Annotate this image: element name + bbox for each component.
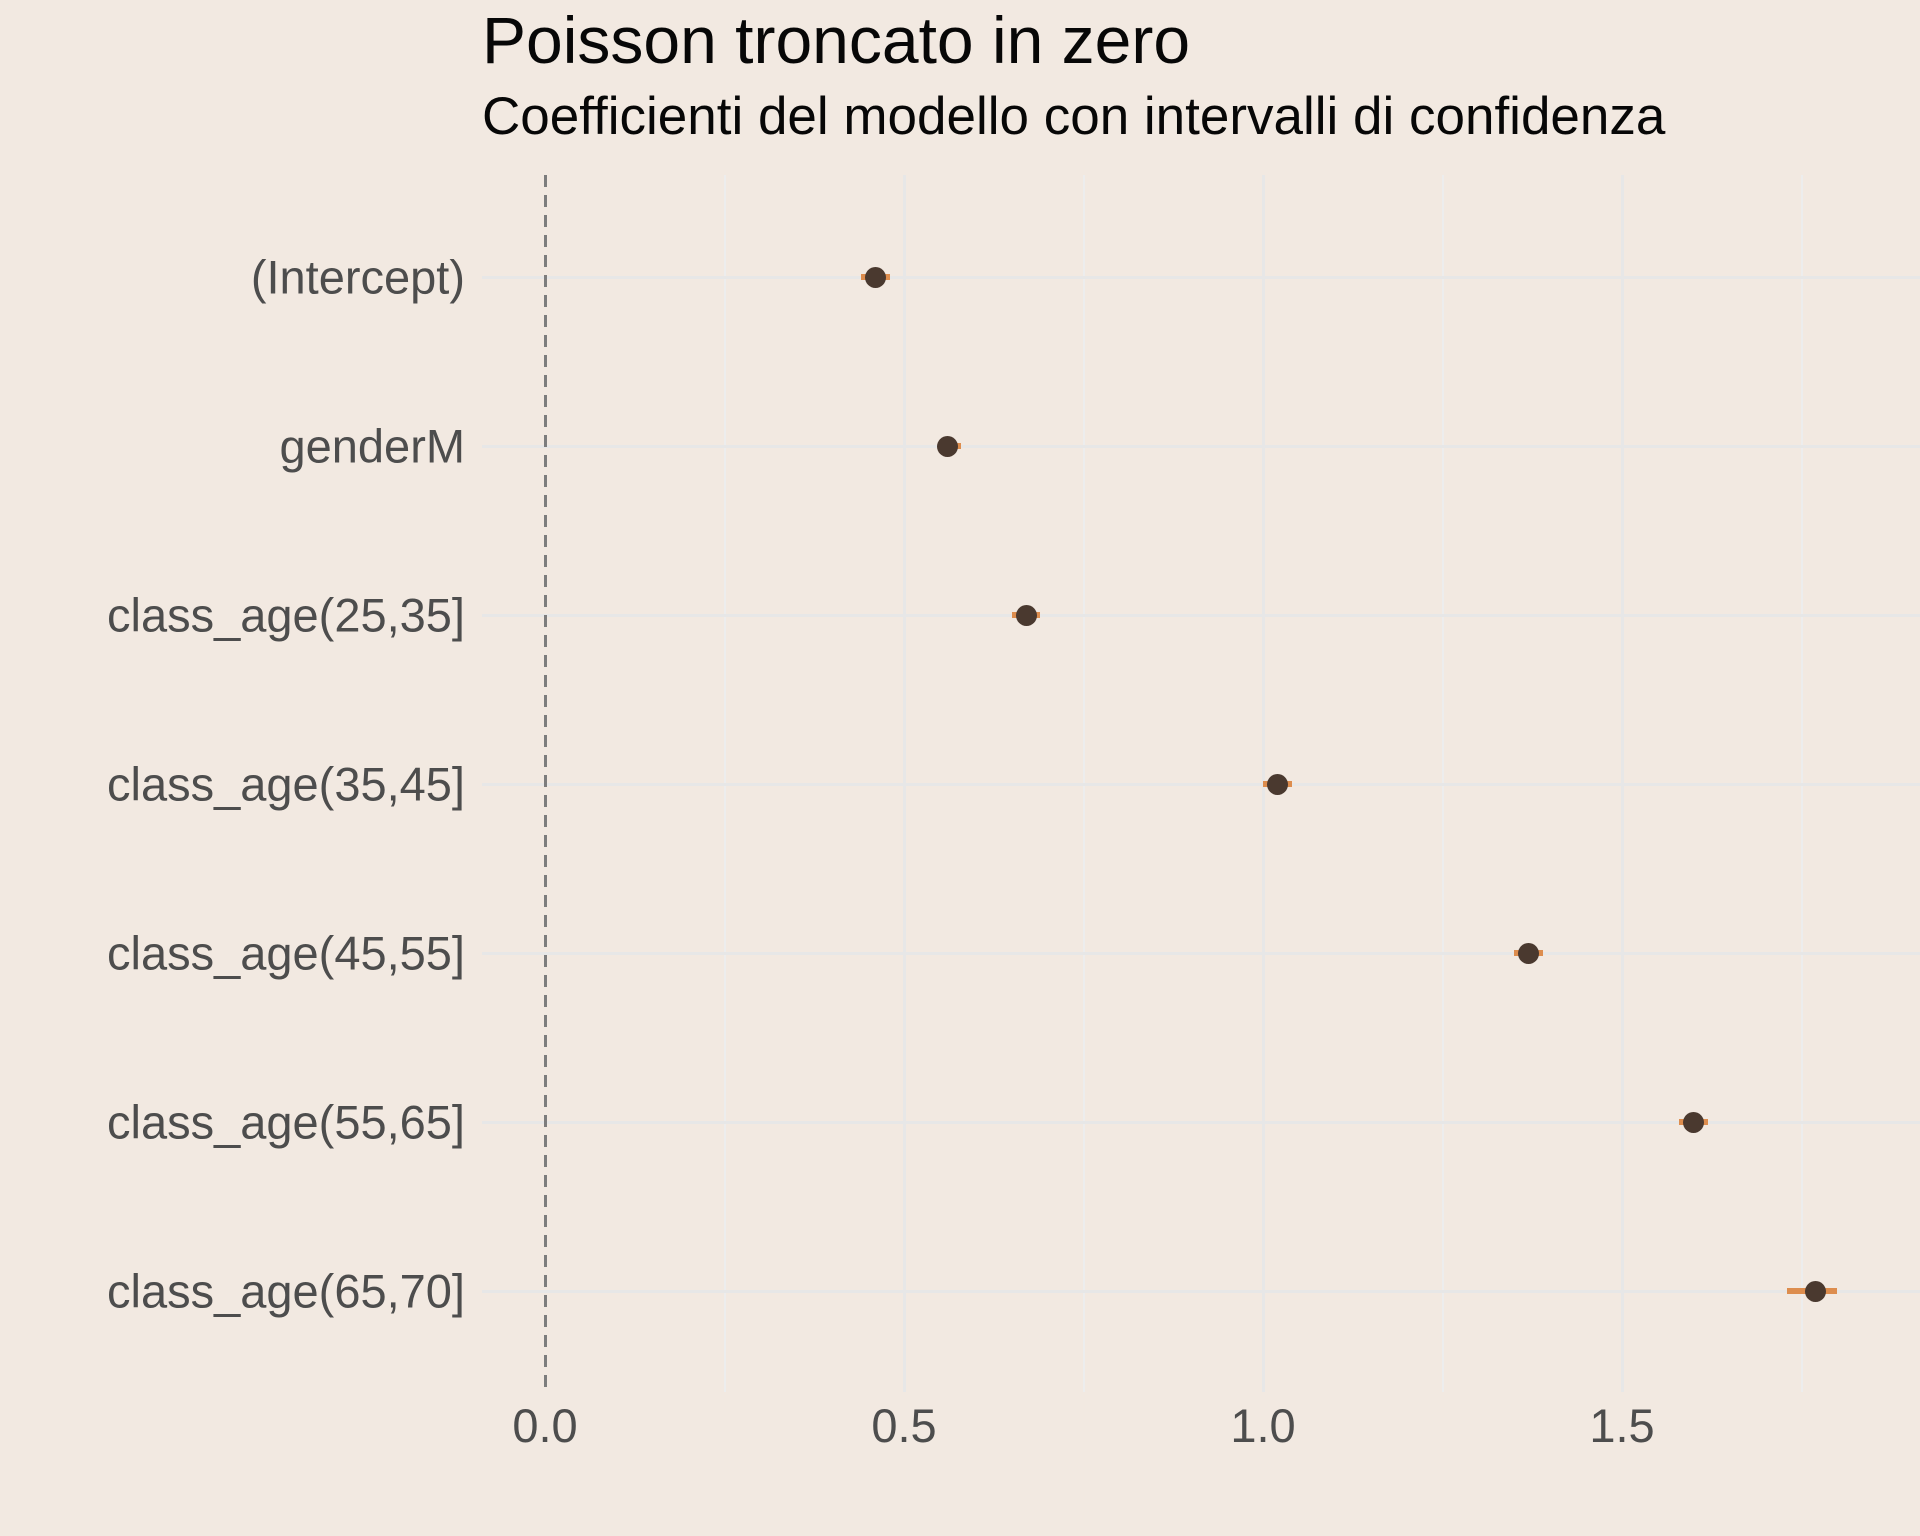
x-tick-label: 1.0 bbox=[1230, 1399, 1296, 1452]
x-tick-label: 0.5 bbox=[871, 1399, 937, 1452]
gridline-horizontal-major bbox=[482, 783, 1920, 786]
gridline-horizontal-major bbox=[482, 952, 1920, 955]
coefficient-point bbox=[1015, 604, 1037, 626]
gridline-horizontal-major bbox=[482, 614, 1920, 617]
coefficient-point bbox=[1805, 1280, 1827, 1302]
y-axis-category-label: class_age(65,70] bbox=[107, 1264, 465, 1318]
gridline-horizontal-major bbox=[482, 445, 1920, 448]
gridline-horizontal-major bbox=[482, 1290, 1920, 1293]
coefficient-point bbox=[936, 435, 958, 457]
y-axis-category-label: genderM bbox=[279, 419, 466, 473]
x-tick-label: 0.0 bbox=[512, 1399, 578, 1452]
x-tick-label: 1.5 bbox=[1589, 1399, 1655, 1452]
y-axis-category-label: class_age(55,65] bbox=[107, 1095, 465, 1149]
y-axis-category-label: class_age(45,55] bbox=[107, 926, 465, 980]
y-axis-category-label: class_age(35,45] bbox=[107, 757, 465, 811]
chart-title: Poisson troncato in zero bbox=[482, 3, 1191, 77]
gridline-horizontal-major bbox=[482, 276, 1920, 279]
coefficient-point bbox=[1518, 942, 1540, 964]
gridline-horizontal-major bbox=[482, 1121, 1920, 1124]
chart-subtitle: Coefficienti del modello con intervalli … bbox=[482, 87, 1666, 146]
plot-panel bbox=[482, 175, 1920, 1392]
y-axis-category-label: (Intercept) bbox=[250, 250, 465, 304]
zero-reference-line bbox=[544, 175, 547, 1392]
coefficient-point bbox=[1683, 1111, 1705, 1133]
coefficient-point bbox=[1266, 773, 1288, 795]
coefficient-point bbox=[864, 266, 886, 288]
y-axis-category-label: class_age(25,35] bbox=[107, 588, 465, 642]
